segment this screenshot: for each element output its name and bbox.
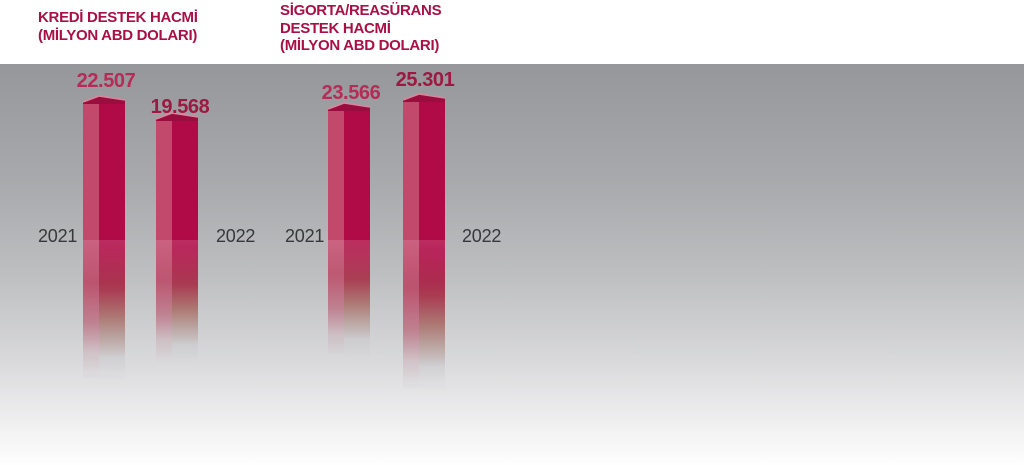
bar-sigorta-2022 [403,93,445,391]
bar-reflection-band [83,240,125,282]
bar-cap-3d [403,93,445,103]
bar-kredi-2022 [156,112,198,366]
bar-cap-3d [156,112,198,122]
chart2-title-line3: (MİLYON ABD DOLARI) [280,37,440,54]
value-label-kredi-2022: 19.568 [150,96,210,118]
value-label-sigorta-2021: 23.566 [321,82,381,104]
bar-left-face [83,104,99,377]
bar-left-face [403,102,419,387]
bar-reflection-band [328,240,370,282]
bar-bottom-face [403,383,445,391]
bar-sigorta-2021 [328,102,370,361]
year-label-sigorta-2022: 2022 [462,226,502,246]
bar-cap-3d [83,95,125,105]
chart-gradient-background [0,64,1024,465]
chart1-title-line2: (MİLYON ABD DOLARI) [38,26,198,44]
chart1-title-line1: KREDİ DESTEK HACMİ [38,9,198,26]
chart2-title: SİGORTA/REASÜRANS DESTEK HACMİ (MİLYON A… [280,2,442,55]
value-label-kredi-2021: 22.507 [76,70,136,92]
bar-main-face [99,104,125,377]
bar-bottom-face [83,373,125,381]
bar-left-face [156,121,172,362]
bar-reflection-band [156,240,198,282]
year-label-kredi-2022: 2022 [216,226,256,246]
year-label-sigorta-2021: 2021 [285,226,325,246]
bar-main-face [172,121,198,362]
chart2-title-line1: SİGORTA/REASÜRANS [280,2,442,19]
bar-reflection-band [403,240,445,282]
bar-left-face [328,111,344,357]
value-label-sigorta-2022: 25.301 [395,69,455,91]
bar-bottom-face [328,353,370,361]
bar-main-face [419,102,445,387]
bar-main-face [344,111,370,357]
bar-kredi-2021 [83,95,125,381]
bar-cap-3d [328,102,370,112]
year-label-kredi-2021: 2021 [38,226,78,246]
chart2-title-line2: DESTEK HACMİ [280,19,391,37]
chart1-title: KREDİ DESTEK HACMİ (MİLYON ABD DOLARI) [38,9,198,44]
bar-bottom-face [156,358,198,366]
